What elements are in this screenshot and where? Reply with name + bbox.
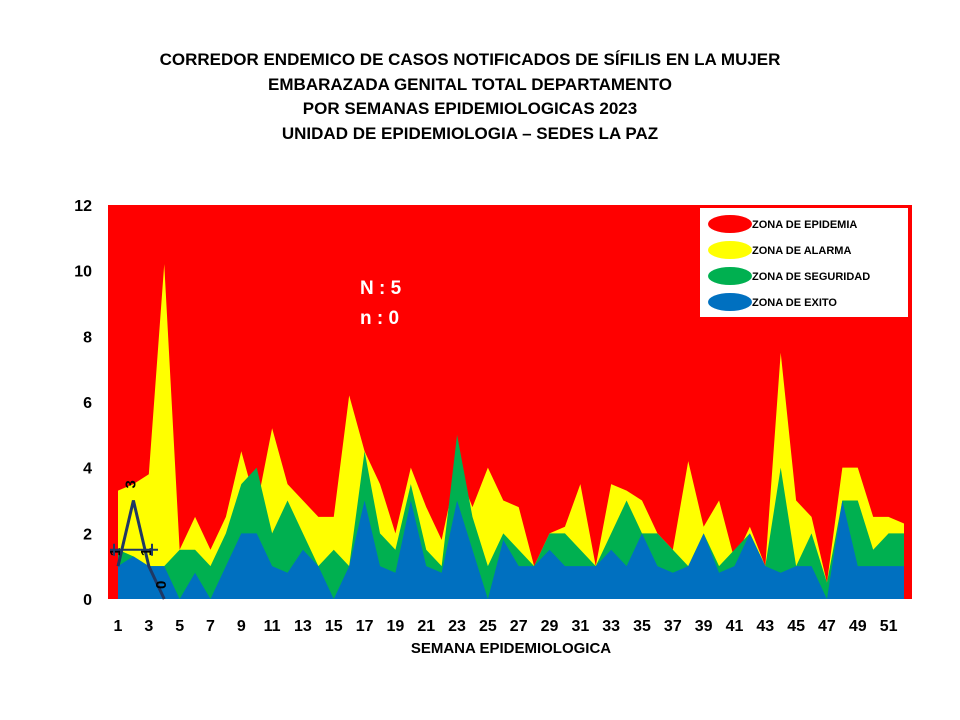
title-line-3: POR SEMANAS EPIDEMIOLOGICAS 2023	[302, 99, 638, 118]
x-tick-label: 31	[571, 618, 589, 635]
x-tick-label: 7	[206, 618, 215, 635]
x-tick-label: 41	[726, 618, 744, 635]
annotation-total: N : 5	[360, 278, 402, 299]
y-tick-label: 2	[83, 526, 92, 543]
y-tick-label: 12	[74, 198, 92, 215]
legend-label: ZONA DE SEGURIDAD	[752, 271, 870, 283]
x-tick-label: 11	[264, 618, 281, 635]
legend-label: ZONA DE EPIDEMIA	[752, 219, 857, 231]
area-zona-de-alarma	[118, 264, 904, 599]
y-tick-label: 0	[83, 592, 92, 609]
x-tick-label: 19	[387, 618, 405, 635]
annotation-week: n : 0	[360, 308, 399, 329]
title-line-1: CORREDOR ENDEMICO DE CASOS NOTIFICADOS D…	[159, 50, 781, 69]
cases-data-label: 1	[138, 548, 155, 556]
x-tick-label: 47	[818, 618, 836, 635]
legend-label: ZONA DE ALARMA	[752, 245, 851, 257]
x-tick-label: 39	[695, 618, 713, 635]
legend-swatch	[708, 241, 752, 259]
x-tick-label: 43	[756, 618, 774, 635]
x-tick-label: 21	[417, 618, 435, 635]
legend-swatch	[708, 215, 752, 233]
title-line-4: UNIDAD DE EPIDEMIOLOGIA – SEDES LA PAZ	[281, 123, 659, 143]
x-tick-label: 27	[510, 618, 528, 635]
x-tick-label: 3	[144, 618, 153, 635]
x-tick-label: 51	[880, 618, 898, 635]
x-tick-label: 17	[356, 618, 374, 635]
cases-data-label: 0	[153, 581, 170, 589]
x-tick-label: 1	[114, 618, 123, 635]
legend-swatch	[708, 267, 752, 285]
x-tick-label: 35	[633, 618, 651, 635]
cases-line	[116, 500, 166, 600]
x-tick-label: 45	[787, 618, 805, 635]
area-zona-de-exito	[118, 500, 904, 599]
cases-data-label: 3	[122, 480, 139, 488]
chart-title: CORREDOR ENDEMICO DE CASOS NOTIFICADOS D…	[0, 48, 940, 146]
title-line-2: EMBARAZADA GENITAL TOTAL DEPARTAMENTO	[268, 74, 672, 94]
x-tick-label: 25	[479, 618, 497, 635]
x-tick-label: 37	[664, 618, 682, 635]
y-tick-label: 6	[83, 395, 92, 412]
x-tick-label: 5	[175, 618, 184, 635]
x-tick-label: 15	[325, 618, 343, 635]
x-tick-label: 29	[541, 618, 559, 635]
legend-swatch	[708, 293, 752, 311]
x-axis-title: SEMANA EPIDEMIOLOGICA	[411, 640, 611, 657]
x-tick-label: 49	[849, 618, 867, 635]
x-tick-label: 13	[294, 618, 312, 635]
x-tick-label: 23	[448, 618, 466, 635]
x-tick-label: 33	[602, 618, 620, 635]
y-tick-label: 10	[74, 264, 92, 281]
legend-label: ZONA DE EXITO	[752, 297, 837, 309]
y-tick-label: 8	[83, 329, 92, 346]
y-tick-label: 4	[83, 461, 92, 478]
x-tick-label: 9	[237, 618, 246, 635]
cases-data-label: 1	[107, 548, 124, 556]
